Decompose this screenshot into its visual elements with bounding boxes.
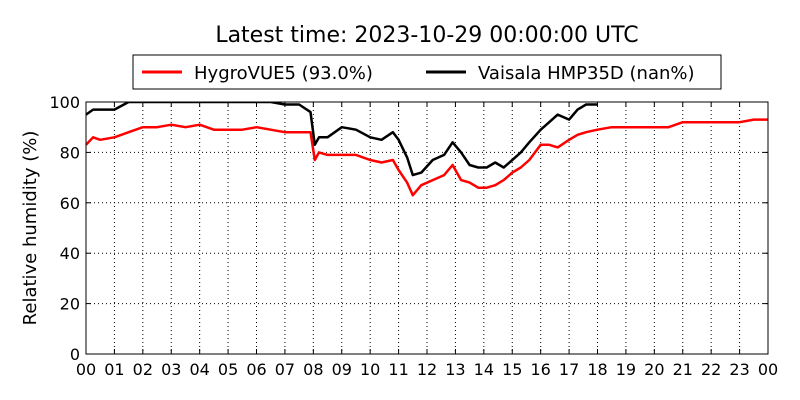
x-tick-label: 01 [104,360,124,379]
x-tick-label: 19 [616,360,636,379]
x-tick-label: 07 [275,360,295,379]
series-lines [86,102,768,197]
y-tick-label: 20 [60,295,80,314]
legend: HygroVUE5 (93.0%) Vaisala HMP35D (nan%) [132,54,722,90]
x-tick-label: 12 [417,360,437,379]
x-tick-label: 18 [587,360,607,379]
x-tick-label: 16 [530,360,550,379]
y-axis-label: Relative humidity (%) [20,131,41,326]
x-tick-label: 00 [76,360,96,379]
x-tick-label: 20 [644,360,664,379]
x-tick-label: 00 [758,360,778,379]
y-tick-label: 80 [60,143,80,162]
x-tick-label: 17 [559,360,579,379]
x-tick-label: 14 [474,360,494,379]
x-tick-label: 11 [388,360,408,379]
y-tick-label: 100 [49,93,80,112]
grid-lines [86,102,768,354]
y-tick-label: 60 [60,194,80,213]
axis-ticks: 00 01 02 03 04 05 06 07 08 09 10 11 12 13 14 15 16 17 18 19… [49,93,778,379]
x-tick-label: 10 [360,360,380,379]
series-line-hygrovue5 [86,118,768,197]
x-tick-label: 04 [189,360,209,379]
series-line-vaisala [86,102,598,177]
x-tick-label: 21 [673,360,693,379]
x-tick-label: 05 [218,360,238,379]
legend-label-vaisala: Vaisala HMP35D (nan%) [478,63,695,84]
x-tick-label: 08 [303,360,323,379]
y-tick-label: 0 [70,345,80,364]
y-tick-label: 40 [60,244,80,263]
x-tick-label: 03 [161,360,181,379]
x-tick-label: 13 [445,360,465,379]
x-tick-label: 02 [133,360,153,379]
x-tick-label: 23 [729,360,749,379]
x-tick-label: 15 [502,360,522,379]
x-tick-label: 06 [246,360,266,379]
legend-label-hygrovue5: HygroVUE5 (93.0%) [194,63,373,84]
x-tick-label: 22 [701,360,721,379]
chart-title: Latest time: 2023-10-29 00:00:00 UTC [215,23,638,48]
x-tick-label: 09 [332,360,352,379]
